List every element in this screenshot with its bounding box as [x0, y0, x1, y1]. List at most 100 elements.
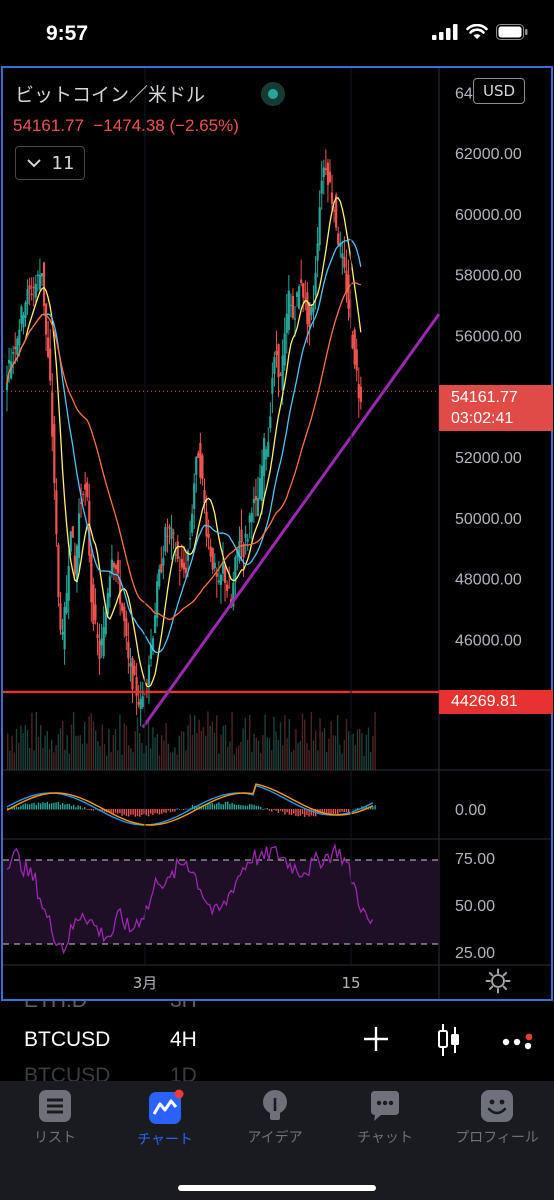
- volume-bar: [178, 735, 180, 770]
- volume-bar: [361, 733, 363, 770]
- macd-histogram-bar: [51, 803, 53, 810]
- tab-list[interactable]: リスト: [0, 1089, 110, 1147]
- rsi-line: [6, 842, 374, 955]
- symbol-row-next[interactable]: BTCUSD 1D: [24, 1064, 197, 1081]
- candle-body: [236, 549, 239, 558]
- macd-histogram-bar: [242, 805, 244, 810]
- candle-body: [256, 497, 260, 517]
- volume-bar: [345, 718, 348, 770]
- symbol-row-current[interactable]: BTCUSD 4H: [24, 1028, 197, 1052]
- candle-body: [106, 592, 109, 615]
- candle-body: [100, 638, 103, 646]
- volume-bar: [308, 749, 310, 770]
- macd-histogram-bar: [328, 809, 330, 815]
- price-change-line: 54161.77 −1474.38 (−2.65%): [13, 116, 239, 136]
- candle-body: [246, 538, 249, 542]
- last-price-value: 54161.77: [451, 389, 518, 406]
- candle-body: [151, 638, 155, 652]
- volume-bar: [315, 730, 317, 770]
- tab-label: チャート: [137, 1132, 193, 1148]
- volume-bar: [293, 749, 295, 770]
- volume-bar: [22, 733, 24, 770]
- candle-body: [273, 356, 276, 374]
- symbol-title: ビットコイン／米ドル: [15, 84, 206, 106]
- market-open-dot-icon: [261, 82, 285, 106]
- candle-body: [40, 273, 44, 277]
- candle-body: [10, 361, 13, 379]
- candle-body: [77, 513, 81, 558]
- candle-body: [90, 554, 93, 603]
- macd-histogram-bar: [121, 809, 123, 816]
- currency-button[interactable]: USD: [473, 78, 525, 104]
- macd-histogram-bar: [178, 809, 180, 810]
- macd-histogram-bar: [7, 807, 9, 810]
- volume-bar: [189, 714, 191, 770]
- tab-profile[interactable]: プロフィール: [440, 1089, 554, 1147]
- macd-histogram-bar: [352, 808, 354, 810]
- macd-histogram-bar: [46, 801, 48, 810]
- price-chart[interactable]: 64000.0062000.0060000.0058000.0056000.00…: [3, 68, 551, 999]
- candle-body: [141, 696, 144, 707]
- chart-settings-icon[interactable]: [485, 968, 511, 994]
- volume-bar: [29, 747, 31, 770]
- candle-body: [193, 483, 196, 509]
- candle-body: [36, 274, 39, 277]
- volume-bar: [319, 717, 321, 770]
- tab-label: アイデア: [247, 1130, 303, 1146]
- macd-histogram-bar: [114, 809, 117, 813]
- symbol-interval: 1D: [170, 1064, 197, 1081]
- status-time: 9:57: [46, 22, 89, 45]
- macd-histogram-bar: [117, 809, 119, 814]
- macd-histogram-bar: [363, 807, 365, 810]
- candle-body: [265, 449, 268, 460]
- chart-panel[interactable]: 64000.0062000.0060000.0058000.0056000.00…: [1, 66, 553, 1001]
- volume-bar: [101, 724, 103, 770]
- list-icon: [39, 1090, 71, 1122]
- candle-body: [168, 526, 171, 529]
- symbol-row-prev[interactable]: ETH.D 3H: [24, 1001, 197, 1013]
- volume-bar: [290, 752, 293, 770]
- volume-bar: [202, 726, 205, 770]
- candle-body: [172, 532, 175, 534]
- macd-histogram-bar: [18, 807, 20, 810]
- candle-body: [162, 557, 165, 566]
- symbol-list-strip[interactable]: ETH.D 3H BTCUSD 4H BTCUSD 1D: [0, 1001, 554, 1081]
- candle-body: [271, 377, 274, 394]
- macd-histogram-bar: [354, 808, 356, 810]
- indicators-toggle-button[interactable]: 11: [15, 146, 85, 180]
- candle-body: [96, 634, 99, 639]
- macd-histogram-bar: [299, 809, 301, 816]
- volume-bar: [328, 738, 330, 770]
- candle-type-icon[interactable]: [436, 1023, 462, 1057]
- macd-histogram-bar: [55, 802, 57, 810]
- add-plus-icon[interactable]: [362, 1025, 390, 1053]
- macd-histogram-bar: [323, 809, 326, 815]
- candle-body: [260, 465, 264, 501]
- macd-histogram-bar: [84, 807, 86, 810]
- candle-body: [63, 606, 66, 650]
- volume-bar: [62, 721, 64, 770]
- volume-bar: [57, 734, 59, 770]
- candle-body: [207, 533, 210, 539]
- volume-bar: [20, 725, 22, 770]
- candle-body: [79, 502, 83, 504]
- volume-bar: [231, 711, 233, 770]
- volume-bar: [363, 755, 365, 770]
- macd-histogram-bar: [293, 809, 295, 814]
- candle-body: [116, 560, 120, 574]
- volume-bar: [75, 735, 77, 770]
- volume-bar: [279, 722, 282, 770]
- more-options-icon[interactable]: [502, 1033, 536, 1051]
- tab-chart[interactable]: チャート: [110, 1089, 220, 1149]
- tab-ideas[interactable]: アイデア: [220, 1089, 330, 1147]
- tab-chat[interactable]: チャット: [330, 1089, 440, 1147]
- macd-histogram-bar: [330, 809, 332, 815]
- macd-histogram-bar: [90, 809, 92, 811]
- candle-body: [353, 329, 356, 365]
- candle-body: [209, 546, 212, 557]
- candle-body: [112, 562, 116, 568]
- candle-body: [330, 192, 334, 204]
- macd-histogram-bar: [70, 806, 73, 810]
- candle-body: [252, 498, 255, 504]
- macd-histogram-bar: [169, 809, 172, 813]
